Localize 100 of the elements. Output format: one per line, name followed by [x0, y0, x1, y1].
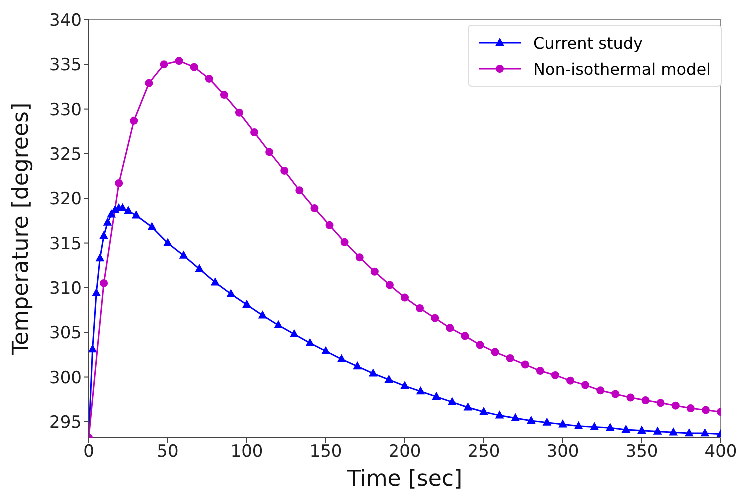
y-tick-label: 315 [50, 234, 82, 254]
point [354, 362, 362, 370]
point [543, 418, 552, 426]
point [536, 367, 544, 376]
point [369, 369, 378, 377]
point [220, 91, 228, 100]
point [606, 424, 614, 432]
y-tick-label: 335 [50, 56, 82, 76]
point [322, 346, 330, 354]
point [115, 179, 124, 188]
y-tick-label: 295 [50, 412, 82, 433]
point [496, 411, 504, 419]
y-axis-title: Temperature [degrees] [8, 102, 34, 356]
point [356, 254, 364, 262]
point [401, 294, 409, 302]
point [626, 394, 635, 402]
point [566, 376, 575, 385]
point [590, 422, 599, 430]
point [448, 398, 456, 406]
point [235, 108, 244, 117]
point [527, 416, 536, 424]
point [672, 402, 680, 410]
point [701, 429, 710, 437]
point [464, 403, 472, 411]
point [92, 288, 101, 296]
point [521, 360, 530, 369]
point [296, 186, 304, 195]
point [622, 425, 630, 434]
point [551, 371, 560, 380]
point [242, 300, 252, 308]
x-tick-label: 200 [388, 442, 422, 462]
x-tick-label: 0 [84, 442, 94, 462]
point [175, 57, 184, 66]
point [670, 428, 678, 436]
point [124, 206, 133, 214]
point [638, 426, 646, 434]
point [686, 404, 695, 413]
point [656, 399, 665, 408]
legend-label: Non-isothermal model [533, 60, 711, 78]
point [431, 314, 440, 322]
point [340, 238, 349, 246]
point [164, 238, 172, 246]
point [491, 348, 500, 356]
point [480, 408, 488, 416]
point [107, 210, 116, 218]
y-tick-label: 320 [50, 190, 82, 210]
point [130, 116, 138, 125]
point [416, 304, 424, 312]
point [100, 279, 108, 288]
y-tick-label: 330 [50, 100, 82, 120]
x-axis-title: Time [sec] [346, 467, 463, 492]
point [258, 311, 267, 319]
point [642, 396, 650, 404]
y-tick-label: 325 [50, 145, 82, 166]
point [145, 79, 154, 88]
point [654, 427, 662, 435]
point [400, 382, 410, 390]
y-tick-label: 305 [50, 324, 82, 344]
y-tick-label: 300 [50, 368, 82, 388]
x-tick-label: 400 [704, 442, 738, 462]
point [89, 345, 97, 353]
point [190, 63, 198, 72]
point [306, 338, 314, 346]
point [370, 268, 379, 276]
point [148, 222, 156, 230]
point [227, 290, 236, 298]
point [326, 221, 334, 230]
point [612, 390, 620, 398]
point [132, 211, 140, 219]
point [160, 60, 168, 69]
point [266, 148, 274, 156]
x-tick-label: 350 [626, 442, 658, 462]
point [180, 251, 188, 259]
point [280, 166, 289, 175]
point [461, 332, 470, 340]
x-tick-label: 250 [468, 442, 500, 462]
point [338, 354, 346, 362]
x-tick-label: 300 [546, 442, 580, 462]
point [205, 74, 214, 83]
point [574, 422, 583, 430]
legend-label: Current study [533, 34, 644, 52]
point [385, 375, 394, 384]
y-tick-label: 310 [50, 278, 82, 299]
point [416, 387, 425, 395]
x-tick-label: 150 [310, 442, 342, 462]
point [196, 264, 204, 272]
point [506, 354, 514, 363]
point [558, 420, 568, 428]
y-tick-label: 340 [50, 11, 82, 32]
x-tick-label: 50 [157, 442, 179, 462]
point [96, 254, 104, 262]
point [685, 429, 694, 437]
point [702, 406, 710, 414]
point [104, 218, 112, 226]
point [476, 341, 484, 350]
point [100, 232, 108, 240]
point [274, 320, 283, 329]
point [310, 204, 319, 212]
point [512, 414, 520, 422]
x-tick-label: 100 [230, 442, 264, 462]
